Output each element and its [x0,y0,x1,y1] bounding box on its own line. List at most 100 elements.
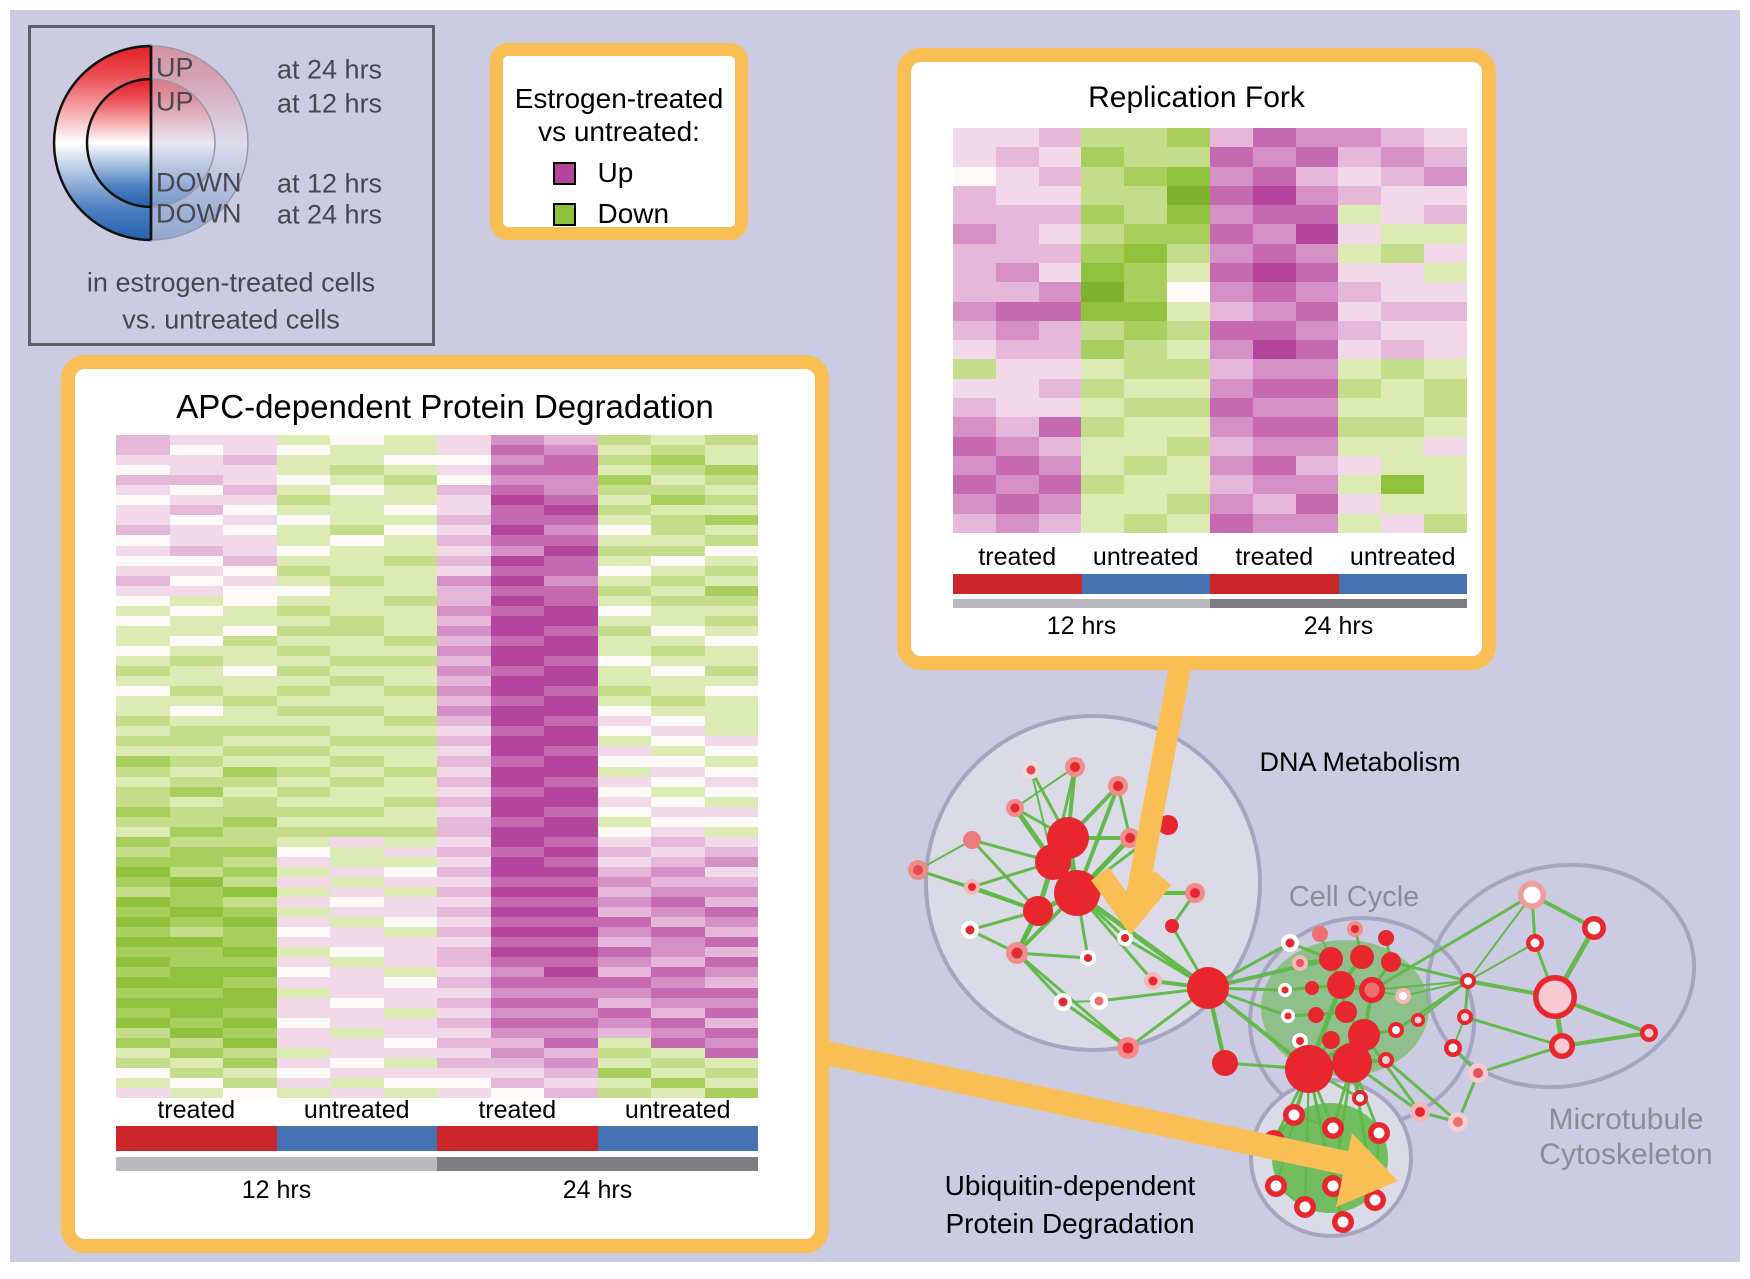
network-node-core [1453,1117,1463,1127]
ring-caption-line2: vs. untreated cells [122,304,340,335]
cluster-label: Cytoskeleton [1539,1138,1712,1171]
network-node-core [1448,1043,1458,1053]
network-node-core [1070,762,1080,772]
network-node-core [1281,986,1289,994]
treatment-bar [276,1126,437,1151]
replication-fork-group-labels: treated untreated treated untreated [953,543,1467,571]
cluster-label: DNA Metabolism [1259,747,1460,777]
network-node [1348,1019,1380,1051]
ring-time-24b: at 24 hrs [277,199,383,230]
ring-label-up-12: UP [156,86,194,117]
network-edge [1467,894,1533,982]
network-node-core [1392,1026,1400,1034]
group-label: treated [478,1096,557,1124]
network-node-core [1538,980,1572,1014]
treatment-bar [1081,574,1210,594]
network-edge [1385,1058,1459,1124]
ring-caption-line1: in estrogen-treated cells [86,267,376,298]
ring-time-24: at 24 hrs [277,54,383,85]
ring-label-down-24: DOWN [156,198,242,229]
network-node-core [1296,959,1304,967]
apc-time-bars [116,1157,758,1171]
network-node-core [1011,947,1023,959]
replication-fork-title: Replication Fork [1088,81,1305,114]
up-color-swatch [552,161,576,185]
down-color-swatch [552,202,576,226]
network-node-core [1461,1013,1469,1021]
arrow-rf-to-dna-shaft [1125,659,1192,904]
network-node-core [1122,1042,1134,1054]
network-node-core [1530,938,1540,948]
network-node-core [1337,1216,1349,1228]
network-node-core [1464,977,1472,985]
network-node-core [1084,954,1092,962]
estrogen-key-box: Estrogen-treated vs untreated: Up Down [490,43,748,240]
apc-degradation-heatmap [116,435,758,1098]
arrow-rf-to-dna-head [1091,867,1172,936]
network-node [1322,1031,1340,1049]
network-node-core [1415,1107,1425,1117]
network-node-core [965,925,975,935]
treatment-bar [597,1126,758,1151]
ring-legend-box: UP at 24 hrs UP at 12 hrs DOWN at 12 hrs… [28,25,435,346]
network-node-core [1399,992,1407,1000]
network-edge [1467,942,1536,982]
network-node-core [1644,1028,1654,1038]
treatment-bar [116,1126,277,1151]
network-edge [1464,1015,1563,1048]
network-node [1158,815,1178,835]
network-node-core [1473,1068,1483,1078]
group-label: untreated [1092,543,1199,571]
time-bar [1210,599,1467,608]
cluster-label: Ubiquitin-dependent [945,1170,1196,1201]
estrogen-key-title-line2: vs untreated: [538,116,700,147]
apc-time-labels: 12 hrs 24 hrs [116,1176,758,1206]
network-node-core [1587,921,1601,935]
apc-group-labels: treated untreated treated untreated [116,1096,758,1124]
network-node-core [1270,1180,1282,1192]
network-node [963,831,981,849]
network-node-core [913,865,923,875]
arrow-apc-to-ubiquitin-shaft [809,1038,1349,1175]
network-edge [1561,1031,1650,1048]
treatment-bar [1210,574,1339,594]
network-edge [1390,960,1469,983]
cluster-label: Cell Cycle [1289,881,1420,913]
network-node-core [1351,925,1359,933]
network-node-core [1288,1109,1300,1121]
time-label: 24 hrs [1303,612,1374,640]
group-label: treated [157,1096,236,1124]
network-node-core [1369,1194,1381,1206]
network-node [1332,1043,1372,1083]
group-label: treated [1235,543,1314,571]
replication-fork-time-bars [953,599,1467,608]
treatment-bar [1338,574,1467,594]
network-node [1035,844,1071,880]
time-bar [116,1157,437,1171]
up-label: Up [597,157,634,188]
network-node-core [1121,934,1129,942]
network-node-core [1523,886,1541,904]
network-node-core [1026,765,1036,775]
replication-fork-heatmap [953,128,1467,533]
time-label: 24 hrs [562,1176,633,1204]
network-node [1381,952,1401,972]
network-node-core [1554,1038,1570,1054]
network-node-core [1364,982,1380,998]
network-edge [1016,951,1129,1050]
group-label: untreated [624,1096,731,1124]
network-node [1187,967,1229,1009]
group-label: treated [978,543,1057,571]
network-node [1308,1007,1324,1023]
time-bar [437,1157,758,1171]
network-node-core [1327,1180,1339,1192]
treatment-bar [437,1126,598,1151]
network-node-core [1284,1012,1292,1020]
network-node [1350,945,1374,969]
network-edge [1402,980,1469,997]
network-node-core [1373,1127,1385,1139]
network-node-core [1190,888,1200,898]
arrow-apc-to-ubiquitin-head [1336,1133,1398,1207]
network-node-core [1125,833,1135,843]
